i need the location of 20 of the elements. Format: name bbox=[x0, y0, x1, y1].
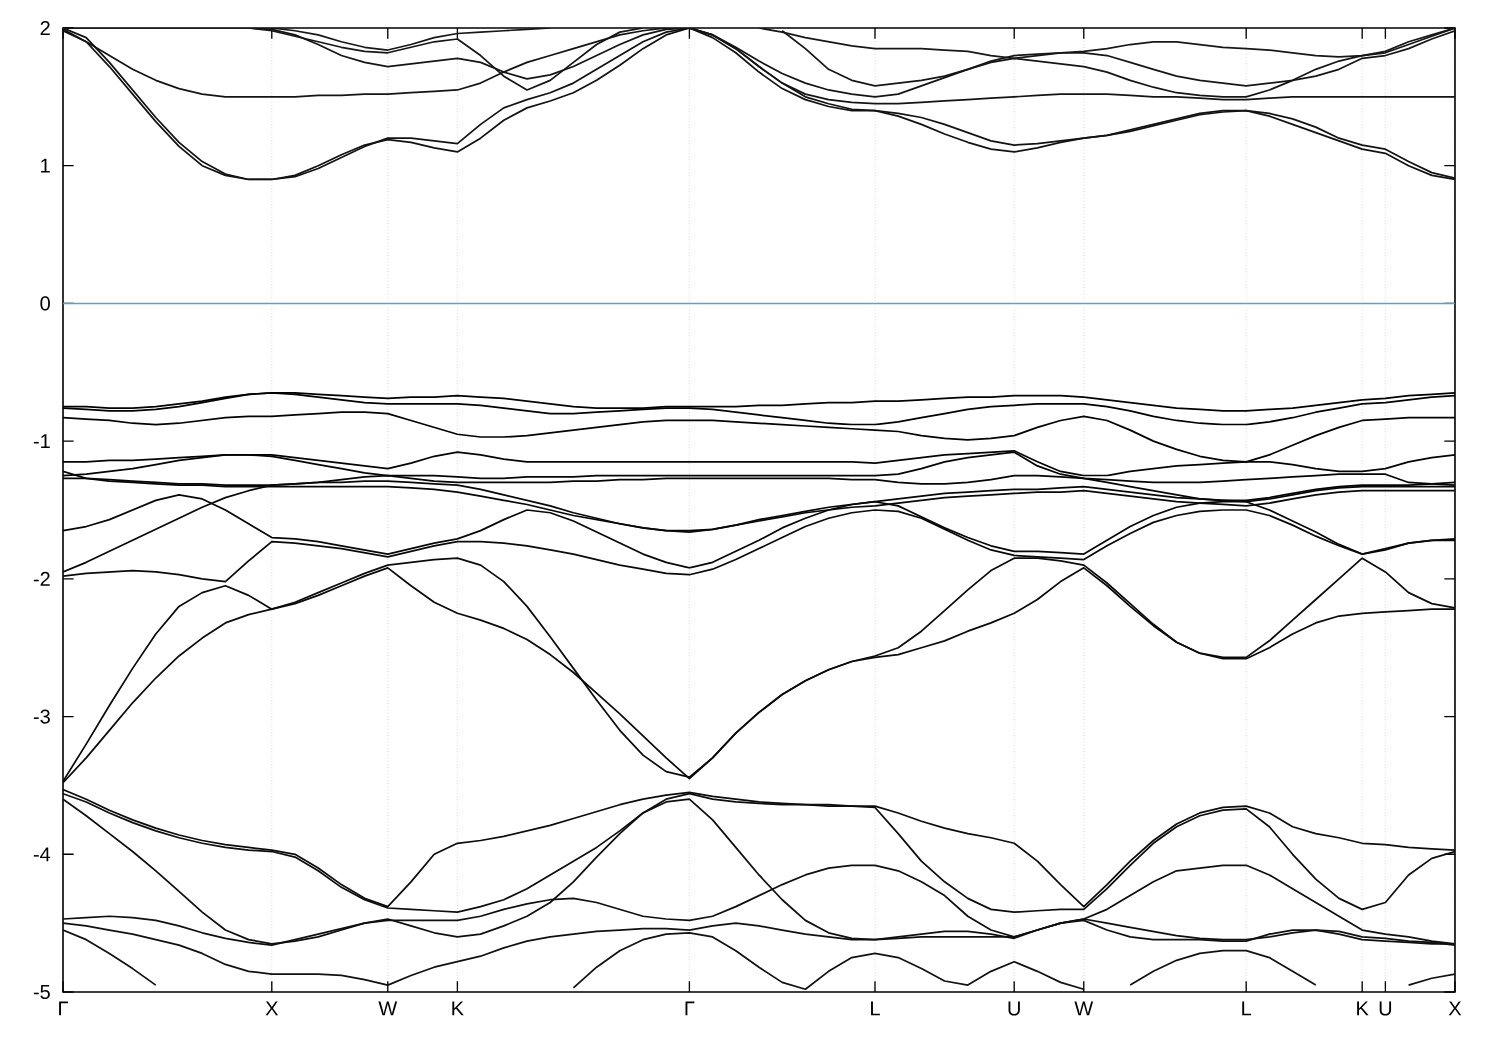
x-tick-label: X bbox=[265, 1001, 279, 1016]
y-tick-label: -4 bbox=[33, 847, 51, 862]
x-tick-label: L bbox=[871, 1001, 880, 1016]
y-tick-label: -5 bbox=[33, 985, 50, 999]
y-tick-label: -1 bbox=[33, 434, 50, 449]
y-tick-label: -2 bbox=[33, 571, 50, 586]
x-tick-label: Γ bbox=[685, 1001, 695, 1016]
x-tick-label: W bbox=[1074, 1001, 1094, 1016]
y-tick-label: 1 bbox=[41, 158, 50, 173]
x-tick-label: L bbox=[1242, 1001, 1252, 1016]
x-tick-label: Γ bbox=[59, 1001, 68, 1016]
y-tick-label: 2 bbox=[40, 21, 50, 35]
x-tick-label: U bbox=[1379, 1001, 1392, 1016]
x-tick-label: K bbox=[452, 1001, 464, 1016]
x-tick-label: K bbox=[1357, 1001, 1369, 1016]
x-tick-label: U bbox=[1008, 1001, 1020, 1016]
y-tick-label: -3 bbox=[33, 709, 50, 724]
y-tick-label: 0 bbox=[40, 296, 50, 311]
x-tick-label: X bbox=[1448, 1001, 1462, 1016]
x-tick-label: W bbox=[378, 1001, 398, 1016]
